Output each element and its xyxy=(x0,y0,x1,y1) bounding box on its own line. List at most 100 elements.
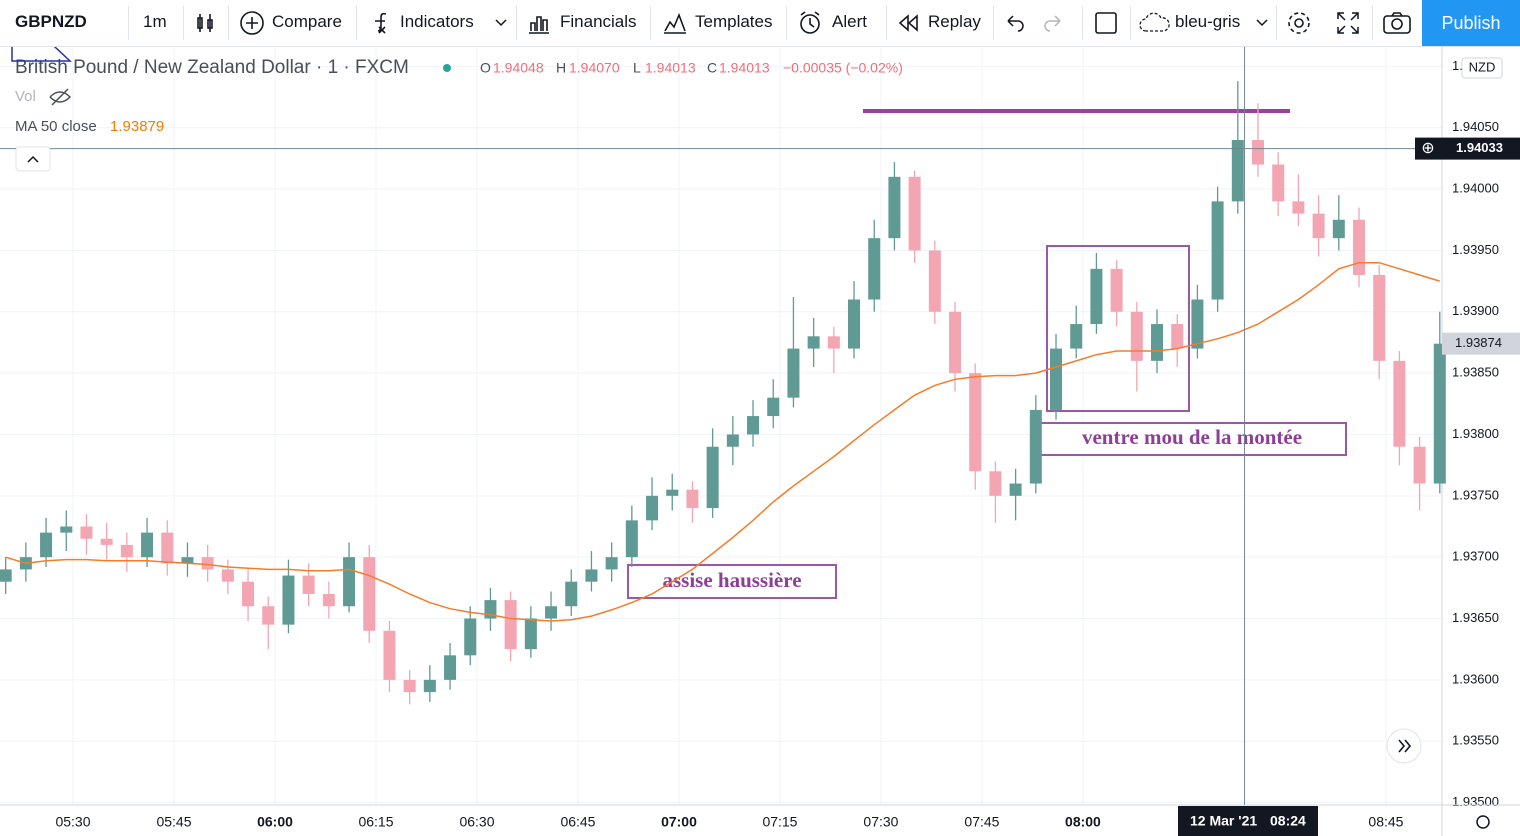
candle-body xyxy=(423,679,436,693)
ohlc-o-label: O xyxy=(480,60,491,76)
candle-body xyxy=(1070,324,1083,349)
layout-name[interactable]: bleu-gris xyxy=(1175,12,1241,31)
templates-icon[interactable] xyxy=(662,11,688,35)
settings-icon[interactable] xyxy=(1286,10,1312,36)
replay-icon[interactable] xyxy=(898,13,920,33)
fullscreen-box[interactable] xyxy=(1094,11,1118,35)
ohlc-o: 1.94048 xyxy=(493,60,544,76)
x-tick-label: 06:45 xyxy=(560,814,595,830)
y-tick-label: 1.93800 xyxy=(1452,426,1499,441)
candle-body xyxy=(1353,219,1366,275)
candle-body xyxy=(545,606,558,619)
compare[interactable]: Compare xyxy=(272,12,342,31)
indicators[interactable]: Indicators xyxy=(400,12,474,31)
candle-body xyxy=(504,600,517,650)
candle-body xyxy=(908,176,921,251)
candle-body xyxy=(928,250,941,312)
candle-body xyxy=(221,569,234,582)
candle-body xyxy=(242,581,255,607)
financials-icon[interactable] xyxy=(527,11,551,35)
crosshair-time: 08:24 xyxy=(1270,813,1306,829)
interval[interactable]: 1m xyxy=(143,12,167,31)
candle-body xyxy=(888,176,901,239)
candle-body xyxy=(80,526,93,539)
undo-redo[interactable] xyxy=(1004,13,1064,33)
ohlc-c: 1.94013 xyxy=(719,60,770,76)
ma-value: 1.93879 xyxy=(110,118,164,135)
dropdown[interactable] xyxy=(495,18,507,28)
drawn-box xyxy=(1046,245,1190,412)
crosshair-date: 12 Mar '21 xyxy=(1190,813,1257,829)
x-tick-label: 07:00 xyxy=(661,814,697,830)
last-price-tag xyxy=(1442,332,1520,355)
legend-vol: Vol xyxy=(15,88,36,105)
candle-body xyxy=(1393,360,1406,447)
candle-body xyxy=(444,655,457,680)
candle-body xyxy=(686,489,699,509)
candle-body xyxy=(1252,140,1265,165)
label-box xyxy=(627,564,837,599)
ohlc-h-label: H xyxy=(556,60,566,76)
scroll-icon xyxy=(1398,739,1412,753)
camera-icon[interactable] xyxy=(1382,11,1412,35)
alert-icon[interactable] xyxy=(797,10,823,36)
candle-body xyxy=(0,569,12,582)
x-tick-label: 05:45 xyxy=(156,814,191,830)
candle-body xyxy=(1130,311,1143,361)
candle-body xyxy=(767,397,780,417)
ma-label: MA 50 close xyxy=(15,118,97,135)
candle-body xyxy=(1029,409,1042,484)
candle-body xyxy=(1171,324,1184,349)
candle-body xyxy=(787,348,800,398)
candle-body xyxy=(1050,348,1063,410)
candle-body xyxy=(161,532,174,564)
collapse-button xyxy=(15,146,51,172)
candle-body xyxy=(1292,201,1305,214)
dropdown[interactable] xyxy=(1256,18,1268,28)
x-tick-label: 07:15 xyxy=(762,814,797,830)
candle-body xyxy=(706,446,719,509)
candle-body xyxy=(201,557,214,570)
y-tick-label: 1.93900 xyxy=(1452,303,1499,318)
candle-body xyxy=(282,575,295,625)
compare-icon[interactable] xyxy=(239,10,265,36)
y-tick-label: 1.93950 xyxy=(1452,242,1499,257)
symbol[interactable]: GBPNZD xyxy=(15,12,87,31)
candle-body xyxy=(969,373,982,472)
candle-body xyxy=(585,569,598,582)
candle-body xyxy=(40,532,53,558)
financials[interactable]: Financials xyxy=(560,12,637,31)
candle-icon[interactable] xyxy=(194,12,216,34)
candle-body xyxy=(302,575,315,594)
legend-title: British Pound / New Zealand Dollar · 1 ·… xyxy=(15,57,409,78)
drawing-triangle xyxy=(11,47,72,62)
y-tick-label: 1.94000 xyxy=(1452,181,1499,196)
collapse-icon xyxy=(27,155,39,163)
expand-icon[interactable] xyxy=(1336,11,1360,35)
y-tick-label: 1.93750 xyxy=(1452,487,1499,502)
y-tick-label: 1.94050 xyxy=(1452,119,1499,134)
candle-body xyxy=(60,526,73,533)
ohlc-change: −0.00035 (−0.02%) xyxy=(783,60,903,76)
eye-off-icon xyxy=(49,88,72,106)
publish-button[interactable]: Publish xyxy=(1422,0,1520,46)
candle-body xyxy=(868,238,881,300)
replay[interactable]: Replay xyxy=(928,12,981,31)
candle-body xyxy=(807,336,820,349)
x-tick-label: 06:15 xyxy=(358,814,393,830)
templates[interactable]: Templates xyxy=(695,12,773,31)
candle-body xyxy=(747,416,760,435)
annotation: ventre mou de la montée xyxy=(1082,425,1302,449)
indicators-icon[interactable] xyxy=(368,11,392,35)
candle-body xyxy=(1009,483,1022,496)
alert[interactable]: Alert xyxy=(832,12,867,31)
ohlc-c-label: C xyxy=(707,60,717,76)
y-tick-label: 1.93850 xyxy=(1452,365,1499,380)
candle-body xyxy=(989,471,1002,496)
candle-body xyxy=(565,581,578,607)
crosshair-price-tag xyxy=(1415,137,1520,160)
cloud-icon[interactable] xyxy=(1138,11,1172,35)
candle-body xyxy=(524,618,537,650)
candle-body xyxy=(1231,140,1244,202)
